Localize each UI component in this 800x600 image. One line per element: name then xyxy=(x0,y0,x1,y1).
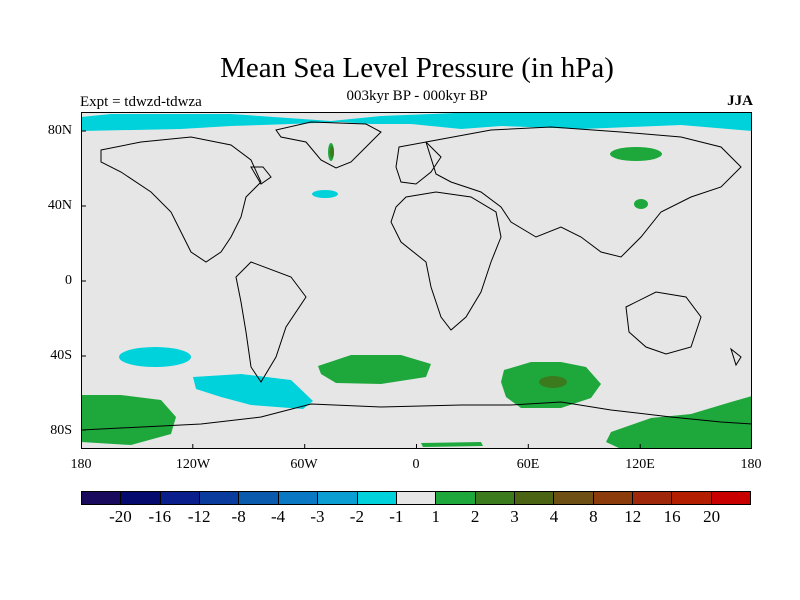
south-america-coast xyxy=(235,261,307,383)
east-asia-positive-patch xyxy=(634,199,648,209)
map-svg xyxy=(81,112,752,449)
arctic-negative-band xyxy=(81,112,752,131)
siberia-positive-patch xyxy=(610,147,662,161)
colorbar-box-10 xyxy=(475,492,515,504)
europe-coast xyxy=(395,141,442,185)
colorbar-label: -4 xyxy=(270,507,286,526)
colorbar-box-16 xyxy=(711,492,751,504)
lon-label-120w: 120W xyxy=(175,457,211,472)
southern-pacific-positive-patch xyxy=(81,395,176,445)
colorbar-box-3 xyxy=(200,492,240,504)
southern-ocean-positive-patch xyxy=(606,396,752,449)
lat-label-40n: 40N xyxy=(47,198,72,213)
lat-label-80n: 80N xyxy=(47,123,72,138)
lon-label-180e: 180 xyxy=(740,457,762,472)
colorbar-box-0 xyxy=(82,492,122,504)
greenland-coast xyxy=(275,121,382,169)
map-panel xyxy=(81,112,752,449)
north-america-coast xyxy=(100,136,262,263)
new-zealand-coast xyxy=(730,347,742,367)
greenland-core xyxy=(330,146,334,158)
colorbar-label: 3 xyxy=(510,507,519,526)
stronger-positive-regions xyxy=(330,146,567,388)
colorbar-box-4 xyxy=(239,492,279,504)
colorbar-box-7 xyxy=(357,492,397,504)
north-atlantic-negative-patch xyxy=(312,190,338,198)
colorbar-label: 16 xyxy=(663,507,681,526)
coastlines xyxy=(81,121,752,431)
colorbar xyxy=(81,491,751,505)
colorbar-box-8 xyxy=(396,492,437,504)
negative-anomaly-regions xyxy=(81,112,752,409)
colorbar-box-2 xyxy=(160,492,201,504)
lon-label-0: 0 xyxy=(412,457,420,472)
axis-ticks xyxy=(81,130,641,449)
colorbar-label: -20 xyxy=(109,507,132,526)
season-label: JJA xyxy=(727,93,753,109)
colorbar-label: -12 xyxy=(187,507,211,526)
lon-label-60w: 60W xyxy=(290,457,318,472)
colorbar-label: -16 xyxy=(148,507,172,526)
colorbar-label: -1 xyxy=(389,507,404,526)
lon-label-60e: 60E xyxy=(516,457,540,472)
australia-coast xyxy=(625,291,702,355)
antarctica-coast xyxy=(81,401,752,431)
colorbar-label: -2 xyxy=(349,507,364,526)
africa-coast xyxy=(390,191,502,331)
lat-label-40s: 40S xyxy=(50,348,72,363)
antarctic-positive-strip xyxy=(421,442,483,447)
colorbar-label: 20 xyxy=(703,507,721,526)
south-indian-core xyxy=(539,376,567,388)
colorbar-box-5 xyxy=(278,492,319,504)
map-title: Mean Sea Level Pressure (in hPa) xyxy=(220,52,614,84)
colorbar-box-9 xyxy=(436,492,476,504)
south-pacific-negative-patch-2 xyxy=(193,374,313,409)
map-background xyxy=(81,112,752,449)
colorbar-box-6 xyxy=(318,492,358,504)
colorbar-box-14 xyxy=(633,492,673,504)
south-atlantic-positive-patch xyxy=(318,355,431,384)
colorbar-box-12 xyxy=(554,492,594,504)
lon-label-180w: 180 xyxy=(70,457,92,472)
colorbar-box-11 xyxy=(514,492,555,504)
colorbar-label: 12 xyxy=(624,507,642,526)
south-pacific-negative-patch-1 xyxy=(119,347,191,367)
colorbar-label: 2 xyxy=(470,507,480,526)
colorbar-label: 8 xyxy=(589,507,598,526)
colorbar-box-15 xyxy=(672,492,712,504)
map-subtitle: 003kyr BP - 000kyr BP xyxy=(346,88,488,104)
asia-coast xyxy=(425,126,742,258)
lat-label-0: 0 xyxy=(65,273,72,288)
hudson-bay-coast xyxy=(250,166,272,185)
colorbar-box-13 xyxy=(593,492,634,504)
lat-label-80s: 80S xyxy=(50,423,72,438)
colorbar-box-1 xyxy=(121,492,161,504)
colorbar-label: 4 xyxy=(549,507,559,526)
colorbar-label: -8 xyxy=(231,507,246,526)
experiment-label: Expt = tdwzd-tdwza xyxy=(80,94,202,110)
colorbar-label: -3 xyxy=(310,507,325,526)
lon-label-120e: 120E xyxy=(625,457,655,472)
colorbar-label: 1 xyxy=(431,507,440,526)
